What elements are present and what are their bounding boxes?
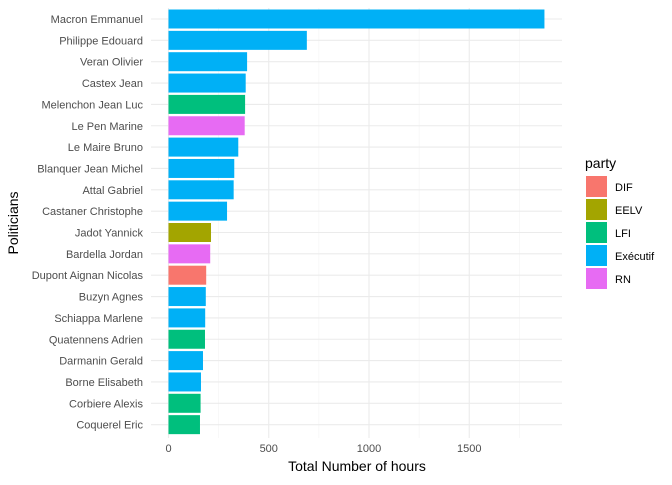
y-axis-title: Politicians [5, 191, 21, 254]
x-tick-label: 0 [165, 443, 171, 455]
x-tick-label: 1000 [357, 443, 381, 455]
bar [168, 329, 205, 349]
legend-key [586, 222, 607, 243]
bar [168, 265, 207, 285]
y-tick-label: Macron Emmanuel [51, 14, 143, 26]
x-tick-label: 500 [260, 443, 278, 455]
bar [168, 158, 235, 178]
bar [168, 351, 203, 371]
legend-label: LFI [615, 228, 631, 240]
grid [151, 8, 562, 438]
bar [168, 372, 201, 392]
legend-title: party [585, 155, 616, 171]
bar [168, 287, 206, 307]
bar [168, 223, 212, 242]
y-tick-label: Jadot Yannick [75, 228, 144, 240]
bar [168, 180, 234, 200]
bars [168, 9, 545, 435]
legend-key [586, 176, 607, 197]
y-tick-label: Bardella Jordan [66, 249, 143, 261]
legend-label: RN [615, 274, 631, 286]
bar [168, 116, 245, 136]
bar [168, 52, 248, 72]
y-tick-label: Quatennens Adrien [49, 334, 143, 346]
x-axis-title: Total Number of hours [288, 458, 426, 474]
x-tick-label: 1500 [457, 443, 481, 455]
legend-label: Exécutif [615, 251, 655, 263]
y-tick-label: Buzyn Agnes [79, 292, 144, 304]
legend-label: DIF [615, 182, 633, 194]
legend-label: EELV [615, 205, 643, 217]
bar [168, 30, 307, 50]
y-tick-label: Le Maire Bruno [68, 142, 143, 154]
bar [168, 201, 228, 221]
legend-key [586, 245, 607, 266]
y-tick-label: Schiappa Marlene [54, 313, 143, 325]
bar [168, 415, 200, 435]
y-tick-label: Corbiere Alexis [69, 398, 143, 410]
y-tick-label: Philippe Edouard [59, 35, 143, 47]
legend: party DIF EELV LFI Exécutif RN [585, 155, 655, 289]
legend-key [586, 199, 607, 220]
bar [168, 94, 246, 114]
y-tick-label: Castex Jean [82, 78, 143, 90]
y-tick-label: Attal Gabriel [82, 185, 143, 197]
bar [168, 244, 211, 264]
y-tick-label: Castaner Christophe [42, 206, 143, 218]
y-tick-label: Coquerel Eric [76, 420, 143, 432]
y-tick-label: Darmanin Gerald [59, 356, 143, 368]
bar [168, 308, 206, 328]
y-tick-label: Melenchon Jean Luc [41, 99, 143, 111]
bar [168, 9, 545, 29]
bar [168, 393, 201, 413]
y-tick-label: Dupont Aignan Nicolas [32, 270, 144, 282]
y-tick-labels: Macron Emmanuel Philippe Edouard Veran Oli… [32, 14, 144, 432]
y-tick-label: Borne Elisabeth [65, 377, 143, 389]
y-tick-label: Le Pen Marine [71, 121, 143, 133]
bar [168, 73, 246, 93]
bar [168, 137, 239, 157]
legend-items: DIF EELV LFI Exécutif RN [586, 176, 655, 289]
x-tick-labels: 0 500 1000 1500 [165, 443, 481, 455]
legend-key [586, 268, 607, 289]
y-tick-label: Blanquer Jean Michel [37, 163, 143, 175]
y-tick-label: Veran Olivier [80, 57, 143, 69]
